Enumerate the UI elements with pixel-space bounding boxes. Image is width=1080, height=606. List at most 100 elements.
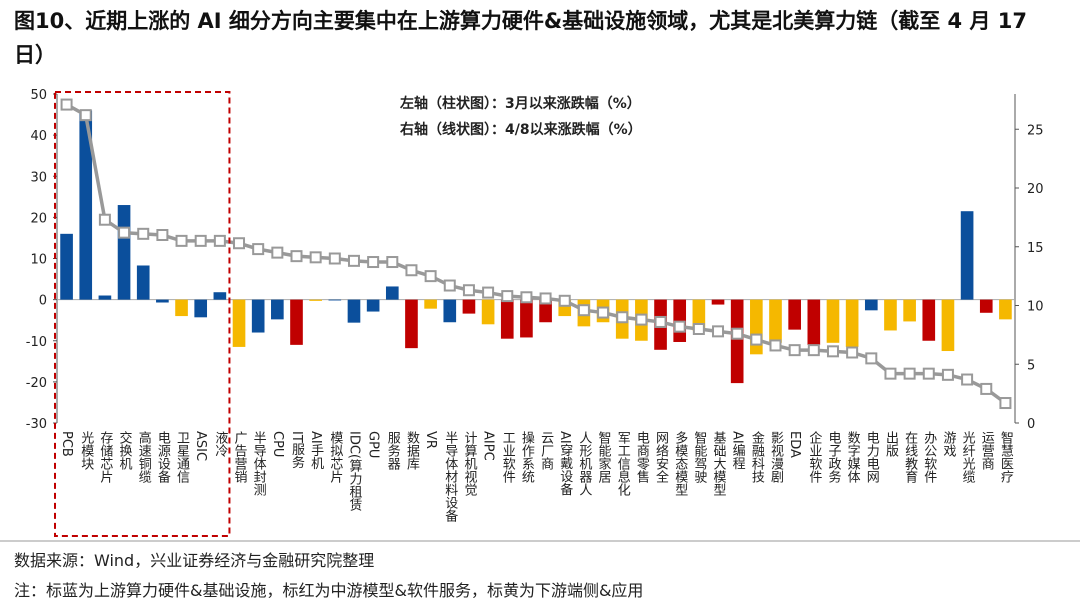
x-tick-label: 工业软件 [500,431,516,483]
x-tick-label: IDC(算力租赁 [346,431,362,512]
x-tick-label: CPU [270,431,285,457]
bar [136,265,150,300]
bar [520,299,533,338]
x-tick-label: 出版 [883,431,899,458]
x-tick-label: PCB [59,431,74,457]
bar [443,299,457,323]
line-marker [769,339,782,352]
line-marker [347,254,360,267]
x-tick-label: AI手机 [308,431,324,471]
y-tick-label: -20 [26,376,47,391]
bar [98,295,112,300]
line-marker [807,344,820,357]
line-marker [309,251,322,264]
note: 注：标蓝为上游算力硬件&基础设施，标红为中游模型&软件服务，标黄为下游端侧&应用 [14,581,643,600]
bar [769,299,782,343]
x-tick-label: 光纤光缆 [960,431,976,484]
x-tick-label: 数据库 [404,431,420,471]
x-tick-label: AIPC [481,431,496,461]
bar [960,211,974,300]
bar [462,299,476,314]
bar [347,299,361,323]
bar [884,299,897,331]
annotation: 左轴（柱状图）：3月以来涨跌幅（%） [399,95,641,112]
x-tick-label: 操作系统 [519,430,535,484]
x-tick-label: AI编程 [730,431,746,471]
bar [328,299,342,301]
bar [788,299,801,330]
bar [232,299,246,347]
x-tick-label: 广告营销 [232,431,248,483]
x-tick-label: 卫星通信 [174,431,190,483]
bar [711,299,725,305]
line-marker [865,352,878,365]
line-marker [922,367,935,380]
y2-tick-label: 20 [1027,182,1044,197]
x-tick-label: IT服务 [289,431,305,469]
line-marker [252,243,265,256]
bar [194,299,208,318]
line-marker [79,109,92,122]
line-marker [194,234,207,247]
bar [175,299,188,317]
y-tick-label: 30 [30,170,47,185]
x-tick-label: 光模块 [78,431,94,471]
x-tick-label: 交换机 [117,430,133,471]
line-marker [175,234,188,247]
bar [271,299,284,320]
y2-tick-label: 0 [1027,417,1035,432]
x-tick-label: AI穿戴设备 [557,431,573,497]
line-marker [386,256,399,269]
line-marker [654,315,667,328]
line-marker [424,270,437,283]
line-marker [501,290,514,303]
x-tick-label: 计算机视觉 [461,431,477,497]
line-marker [941,368,954,381]
line-marker [558,294,571,307]
x-tick-label: 运营商 [979,431,995,470]
x-tick-label: 智慧医疗 [998,431,1014,483]
line-marker [60,98,73,111]
bar [826,299,840,343]
annotation: 右轴（线状图）：4/8以来涨跌幅（%） [399,121,642,138]
x-tick-label: 数字媒体 [845,431,861,483]
x-tick-label: 智能家居 [596,431,612,483]
bar [807,299,821,345]
highlight-box [54,91,231,537]
bar [156,299,169,303]
y-tick-label: 50 [30,88,47,103]
source: 数据来源：Wind，兴业证券经济与金融研究院整理 [14,551,374,570]
bar [366,299,380,312]
x-tick-label: 网络安全 [653,431,669,483]
line-marker [961,373,974,386]
y2-tick-label: 25 [1027,123,1044,138]
line-marker [635,313,648,326]
x-tick-label: ASIC [193,431,208,461]
line-marker [213,234,226,247]
y-tick-label: -30 [26,417,47,432]
x-tick-label: 高速铜缆 [136,430,152,484]
line-marker [156,229,169,241]
bar [922,299,936,341]
line-marker [443,279,456,292]
bar [309,299,322,301]
line-marker [405,264,418,277]
chart-title: 图10、近期上涨的 AI 细分方向主要集中在上游算力硬件&基础设施领域，尤其是北… [14,9,1027,67]
line-marker [846,346,859,359]
line-marker [692,323,705,335]
x-tick-label: 电源设备 [155,431,171,484]
line-marker [577,304,590,317]
y-tick-label: 40 [30,129,47,144]
x-tick-label: 人形机器人 [576,431,592,496]
line-marker [673,320,686,333]
line-marker [98,213,111,226]
line-marker [903,367,916,380]
x-tick-label: GPU [366,431,381,458]
line-marker [233,237,246,250]
bar [213,292,227,300]
bar [79,110,93,300]
x-tick-label: 智能驾驶 [691,431,707,483]
x-tick-label: 在线教育 [902,431,918,484]
